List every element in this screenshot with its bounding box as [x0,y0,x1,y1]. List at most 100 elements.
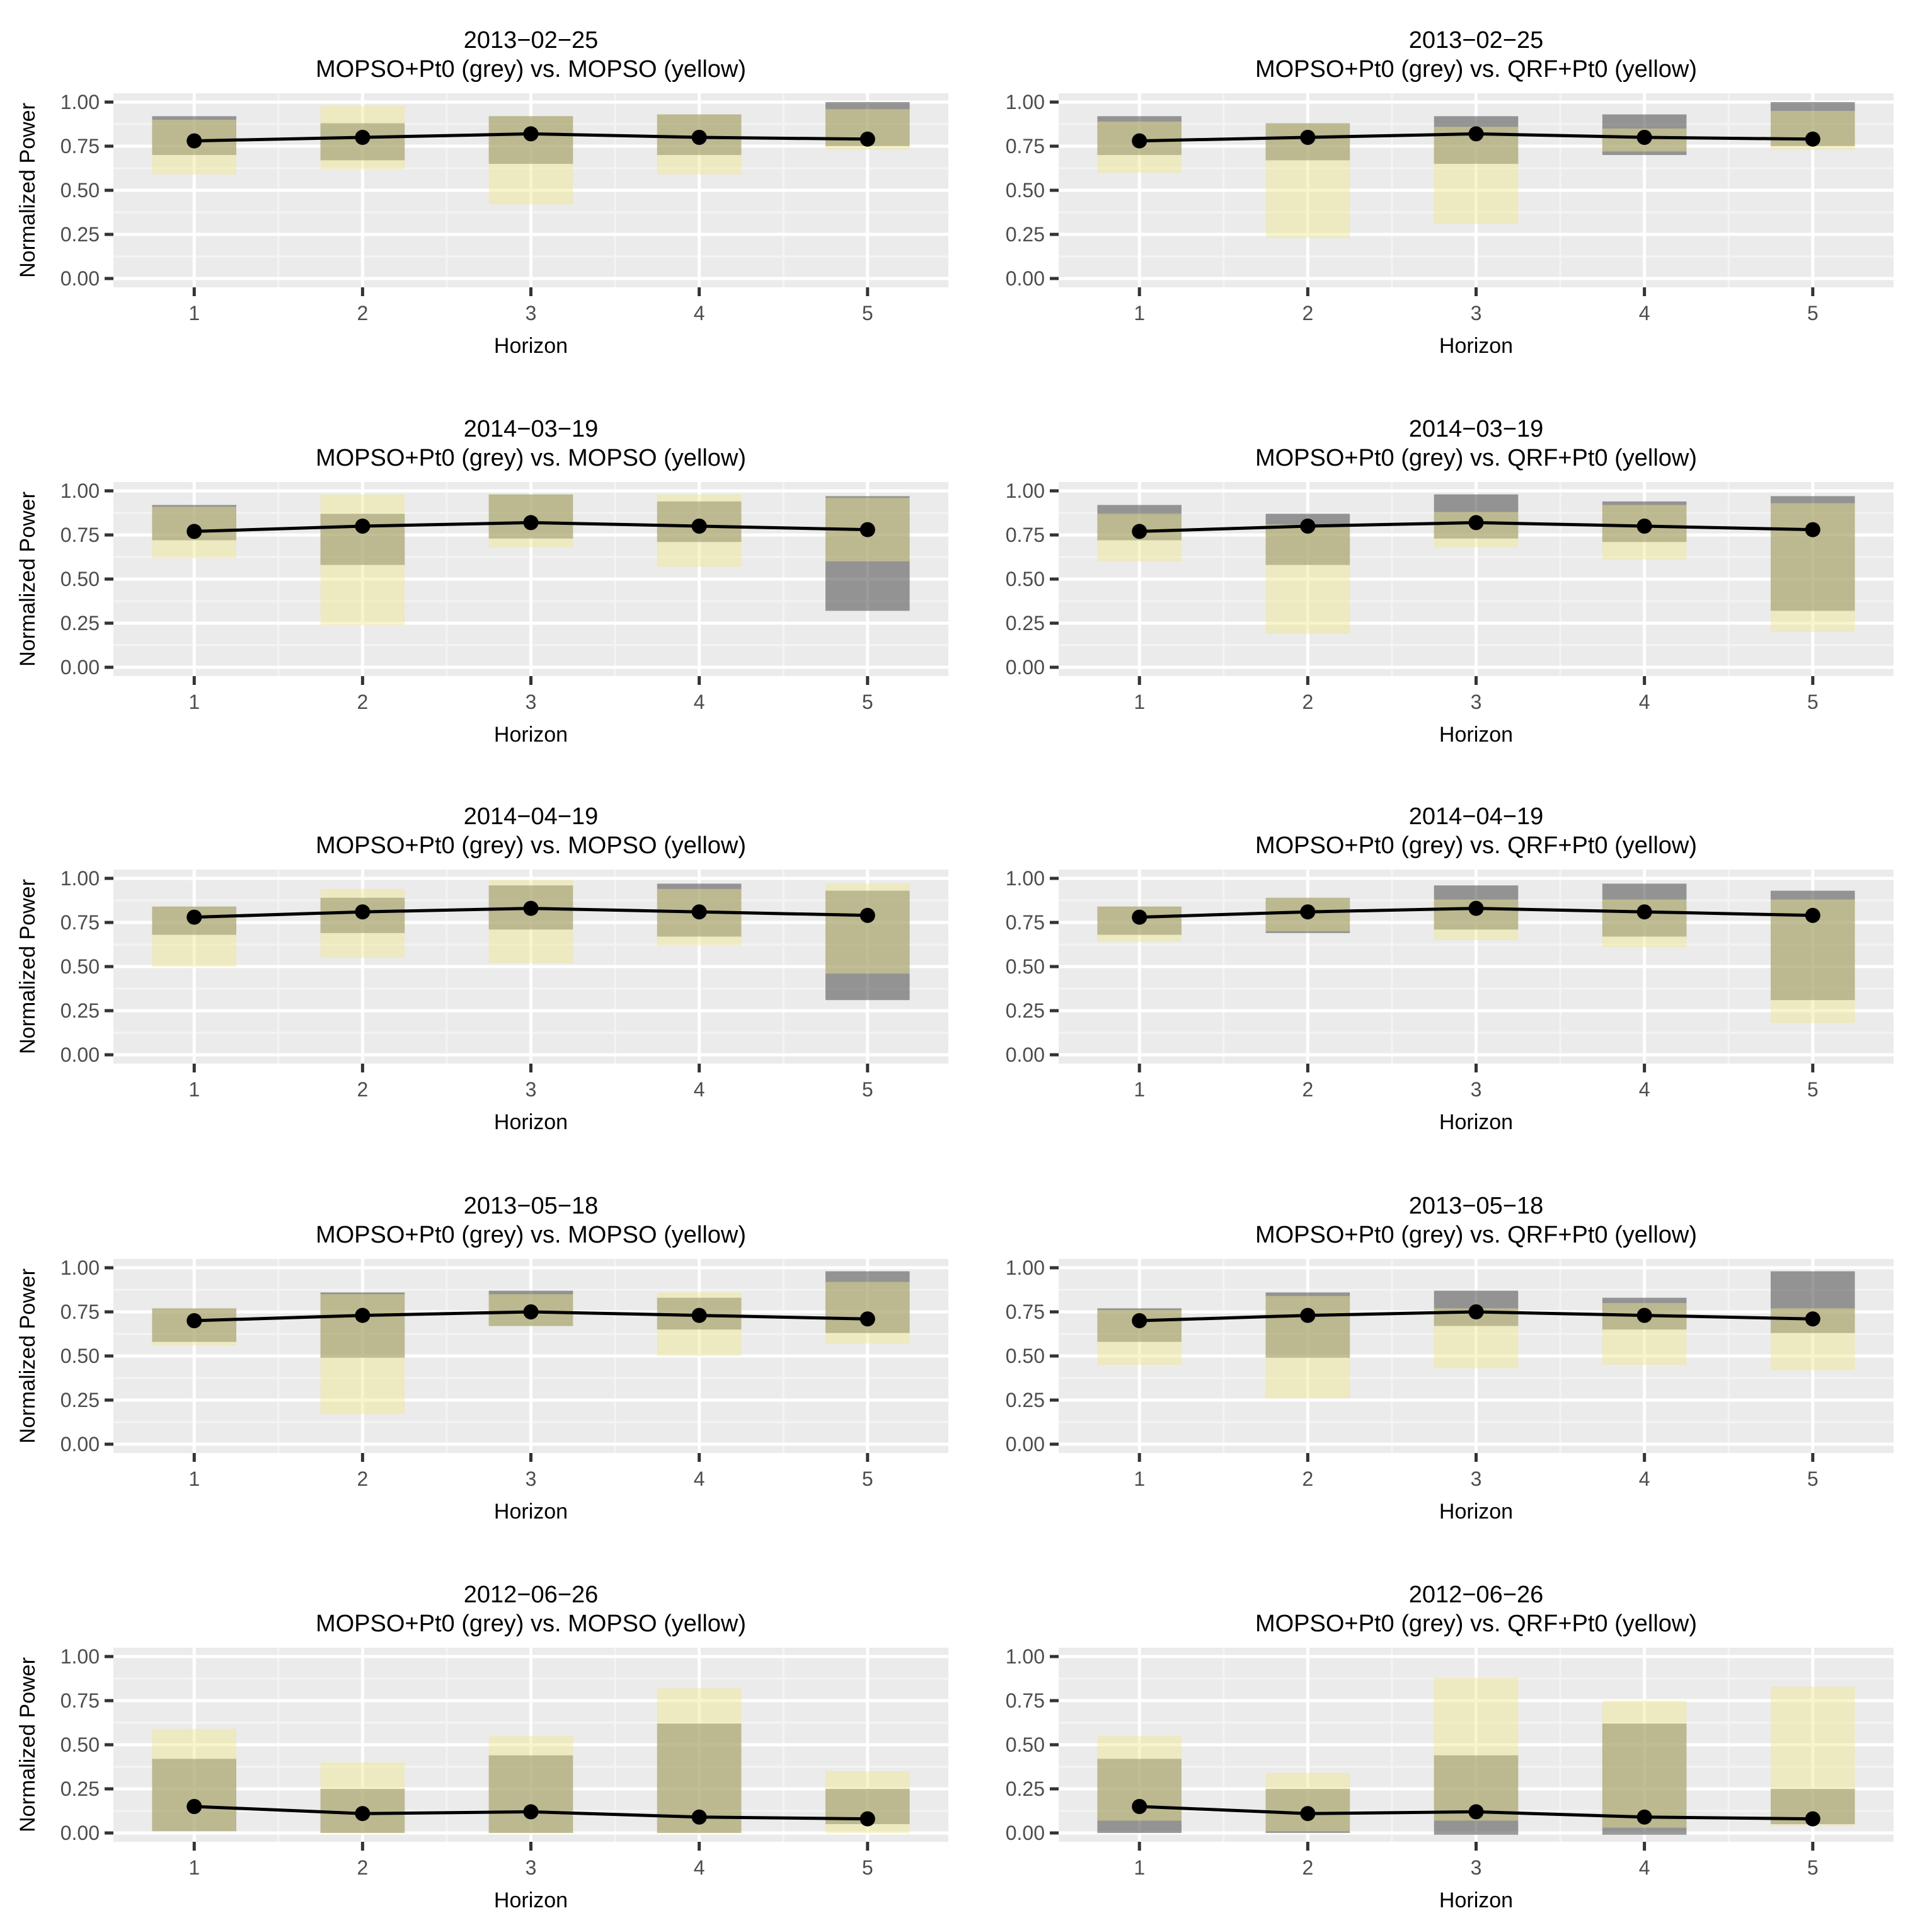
mean-point [355,130,371,145]
mean-point [1636,904,1652,920]
y-tick-label: 0.50 [60,179,100,202]
mean-point [1132,1799,1147,1814]
x-tick-label: 5 [862,302,873,325]
mean-point [355,1307,371,1323]
x-tick-label: 4 [1639,691,1650,713]
mean-point [523,1304,539,1319]
mean-point [1132,133,1147,149]
grey-band-bar [1097,1759,1182,1833]
y-tick-label: 0.25 [60,999,100,1022]
mean-point [187,909,202,925]
mean-point [1468,1304,1484,1319]
x-axis-title: Horizon [1439,1500,1513,1524]
panel-title: MOPSO+Pt0 (grey) vs. MOPSO (yellow) [316,1222,746,1248]
panel-date: 2014−03−19 [1409,416,1543,442]
y-tick-label: 1.00 [60,480,100,502]
grey-band-bar [152,1759,237,1832]
y-tick-label: 0.75 [60,911,100,934]
y-tick-label: 0.25 [1006,612,1045,635]
mean-point [860,1311,875,1327]
x-tick-label: 4 [1639,1468,1650,1490]
x-axis-title: Horizon [494,723,568,747]
y-tick-label: 0.00 [60,1822,100,1844]
x-tick-label: 4 [694,1856,705,1879]
y-tick-label: 0.25 [1006,999,1045,1022]
grey-band-bar [488,1755,573,1833]
mean-point [691,130,707,145]
panel-date: 2012−06−26 [464,1582,598,1608]
mean-point [860,1811,875,1827]
panel-title: MOPSO+Pt0 (grey) vs. QRF+Pt0 (yellow) [1255,832,1697,859]
panel-title: MOPSO+Pt0 (grey) vs. QRF+Pt0 (yellow) [1255,1222,1697,1248]
mean-point [1300,519,1316,534]
y-axis-title: Normalized Power [16,103,40,278]
x-axis-title: Horizon [1439,723,1513,747]
panel-date: 2014−04−19 [464,803,598,830]
chart-panel-8: 2013−05−18 MOPSO+Pt0 (grey) vs. QRF+Pt0 (… [1006,1193,1894,1524]
mean-point [355,1806,371,1822]
mean-point [1300,130,1316,145]
y-tick-label: 0.75 [60,135,100,158]
x-tick-label: 3 [526,691,537,713]
grey-band-bar [1770,496,1855,611]
panel-date: 2014−04−19 [1409,803,1543,830]
y-tick-label: 0.75 [1006,135,1045,158]
y-tick-label: 0.50 [60,955,100,978]
yellow-band-bar [1265,1772,1350,1832]
x-tick-label: 1 [1134,691,1145,713]
mean-point [1300,1806,1316,1822]
x-tick-label: 2 [357,691,368,713]
y-tick-label: 0.50 [1006,179,1045,202]
grey-band-bar [320,1292,405,1358]
yellow-band-bar [1602,1701,1687,1828]
y-tick-label: 1.00 [1006,867,1045,890]
mean-point [187,524,202,539]
yellow-band-bar [657,1292,742,1356]
y-tick-label: 0.50 [1006,568,1045,590]
y-tick-label: 0.00 [1006,267,1045,290]
y-tick-label: 0.50 [60,568,100,590]
yellow-band-bar [320,494,405,625]
x-tick-label: 3 [1471,1078,1482,1101]
panel-date: 2013−05−18 [1409,1193,1543,1219]
x-tick-label: 3 [1471,691,1482,713]
x-tick-label: 2 [357,1856,368,1879]
x-axis-title: Horizon [1439,1888,1513,1912]
mean-point [1300,904,1316,920]
x-tick-label: 1 [188,302,200,325]
mean-point [1300,1307,1316,1323]
y-tick-label: 0.00 [60,267,100,290]
y-tick-label: 0.25 [1006,223,1045,246]
y-tick-label: 0.25 [60,1389,100,1411]
x-tick-label: 4 [1639,1856,1650,1879]
y-tick-label: 0.50 [60,1733,100,1756]
mean-point [523,900,539,916]
x-tick-label: 2 [357,1468,368,1490]
mean-point [1132,909,1147,925]
x-axis-title: Horizon [494,1888,568,1912]
x-tick-label: 2 [357,302,368,325]
mean-point [355,904,371,920]
panel-title: MOPSO+Pt0 (grey) vs. MOPSO (yellow) [316,1611,746,1637]
y-axis-title: Normalized Power [16,1657,40,1832]
y-tick-label: 0.50 [1006,1345,1045,1367]
y-tick-label: 0.25 [60,612,100,635]
y-tick-label: 0.00 [1006,1433,1045,1456]
mean-point [1805,131,1820,147]
mean-point [860,522,875,537]
panel-title: MOPSO+Pt0 (grey) vs. QRF+Pt0 (yellow) [1255,445,1697,471]
mean-point [1805,522,1820,537]
panel-title: MOPSO+Pt0 (grey) vs. MOPSO (yellow) [316,445,746,471]
chart-panel-3: 2014−03−19 MOPSO+Pt0 (grey) vs. MOPSO (ye… [16,416,948,747]
mean-point [1805,907,1820,923]
chart-panel-9: 2012−06−26 MOPSO+Pt0 (grey) vs. MOPSO (ye… [16,1582,948,1912]
x-tick-label: 2 [1302,1468,1313,1490]
x-tick-label: 4 [1639,1078,1650,1101]
y-tick-label: 1.00 [1006,1256,1045,1279]
y-tick-label: 0.75 [60,524,100,546]
y-tick-label: 0.00 [1006,1043,1045,1066]
yellow-band-bar [152,1728,237,1832]
